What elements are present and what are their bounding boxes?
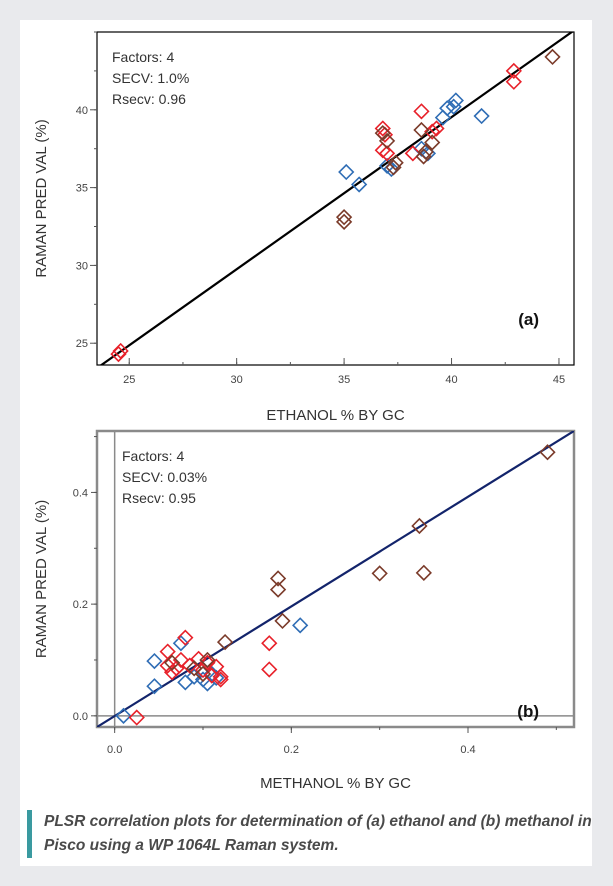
- data-point-brown: [216, 633, 234, 651]
- data-point-blue: [473, 107, 490, 125]
- stats-line: Factors: 4: [122, 448, 184, 464]
- data-point-blue: [146, 678, 163, 695]
- data-point-brown: [385, 159, 402, 176]
- x-tick-label: 25: [123, 374, 135, 386]
- stats-line: Rsecv: 0.96: [112, 91, 186, 107]
- stats-line: Rsecv: 0.95: [122, 490, 196, 506]
- data-point-brown: [411, 517, 428, 535]
- data-point-red: [163, 664, 181, 681]
- data-point-blue: [186, 668, 203, 685]
- fit-line: [99, 32, 574, 365]
- data-point-red: [261, 635, 278, 652]
- data-point-brown: [374, 125, 391, 142]
- data-point-red: [212, 668, 229, 685]
- chart-b: 0.0 0.2 0.4 0.0 0.2 0.4 Factors: 4 SECV: 0.03% R…: [33, 429, 576, 792]
- data-point-red: [261, 661, 278, 678]
- y-tick-label: 0.0: [73, 711, 88, 723]
- data-point-blue: [447, 92, 464, 109]
- x-tick-label: 35: [338, 374, 350, 386]
- data-point-red: [505, 73, 522, 90]
- data-point-brown: [269, 581, 287, 598]
- figure-caption: PLSR correlation plots for determination…: [27, 810, 604, 858]
- data-point-red: [112, 342, 129, 360]
- data-point-brown: [544, 48, 561, 66]
- data-point-brown: [424, 134, 441, 151]
- x-tick-label: 45: [553, 374, 565, 386]
- data-point-blue: [351, 176, 368, 193]
- data-point-brown: [335, 213, 353, 230]
- data-point-red: [159, 657, 176, 674]
- x-tick-label: 0.0: [107, 744, 122, 756]
- figure-panel: 25 30 35 40 45 25 30 35 40 Factors: 4 SECV: 1.0% Rs…: [20, 20, 592, 866]
- data-point-brown: [415, 564, 432, 581]
- data-point-brown: [186, 660, 203, 677]
- x-tick-label: 40: [445, 374, 457, 386]
- data-point-brown: [415, 148, 432, 165]
- y-tick-label: 35: [76, 183, 88, 195]
- data-point-red: [428, 120, 445, 137]
- data-point-blue: [115, 707, 132, 724]
- data-point-red: [172, 651, 190, 669]
- fit-line: [97, 431, 574, 727]
- panel-label: (a): [518, 310, 539, 329]
- x-axis-title: METHANOL % BY GC: [260, 775, 411, 792]
- y-tick-label: 0.2: [73, 599, 88, 611]
- y-axis-title: RAMAN PRED VAL (%): [33, 500, 50, 658]
- data-point-red: [404, 145, 421, 162]
- plot-frame: [95, 429, 576, 729]
- data-point-brown: [269, 570, 287, 587]
- data-point-brown: [539, 444, 556, 461]
- data-point-red: [505, 62, 522, 80]
- data-point-red: [374, 120, 391, 137]
- data-point-red: [181, 657, 198, 674]
- plot-frame: [96, 31, 575, 366]
- data-point-blue: [413, 140, 430, 157]
- data-point-brown: [335, 209, 353, 226]
- data-point-brown: [371, 565, 388, 582]
- data-point-red: [199, 654, 216, 671]
- data-point-brown: [163, 654, 181, 671]
- chart-a: 25 30 35 40 45 25 30 35 40 Factors: 4 SECV: 1.0% Rs…: [33, 31, 575, 424]
- data-point-blue: [439, 100, 456, 117]
- data-point-blue: [338, 163, 355, 181]
- y-tick-label: 30: [76, 260, 88, 272]
- data-point-red: [212, 671, 229, 688]
- stats-line: Factors: 4: [112, 49, 174, 65]
- data-point-blue: [208, 669, 225, 686]
- data-point-red: [128, 709, 145, 726]
- data-point-brown: [387, 154, 404, 171]
- y-tick-label: 25: [76, 338, 88, 350]
- data-point-red: [177, 629, 194, 646]
- data-point-brown: [194, 665, 212, 683]
- y-tick-label: 40: [76, 105, 88, 117]
- x-tick-label: 0.4: [460, 744, 475, 756]
- x-tick-label: 30: [231, 374, 243, 386]
- stats-line: SECV: 0.03%: [122, 469, 207, 485]
- x-tick-label: 0.2: [284, 744, 299, 756]
- y-tick-label: 0.4: [73, 487, 88, 499]
- data-point-blue: [172, 635, 190, 652]
- data-point-red: [413, 103, 430, 120]
- data-point-red: [378, 145, 396, 162]
- panel-label: (b): [517, 702, 539, 721]
- data-point-brown: [378, 132, 396, 150]
- data-point-blue: [146, 652, 163, 670]
- data-point-brown: [199, 651, 216, 669]
- data-point-blue: [292, 617, 309, 634]
- x-axis-title: ETHANOL % BY GC: [266, 407, 405, 424]
- data-point-brown: [413, 121, 430, 139]
- data-point-blue: [378, 157, 396, 174]
- data-point-brown: [274, 612, 291, 630]
- data-point-blue: [177, 674, 194, 691]
- stats-line: SECV: 1.0%: [112, 70, 189, 86]
- charts-svg: 25 30 35 40 45 25 30 35 40 Factors: 4 SECV: 1.0% Rs…: [33, 31, 576, 792]
- y-axis-title: RAMAN PRED VAL (%): [33, 119, 50, 277]
- data-point-brown: [417, 143, 434, 160]
